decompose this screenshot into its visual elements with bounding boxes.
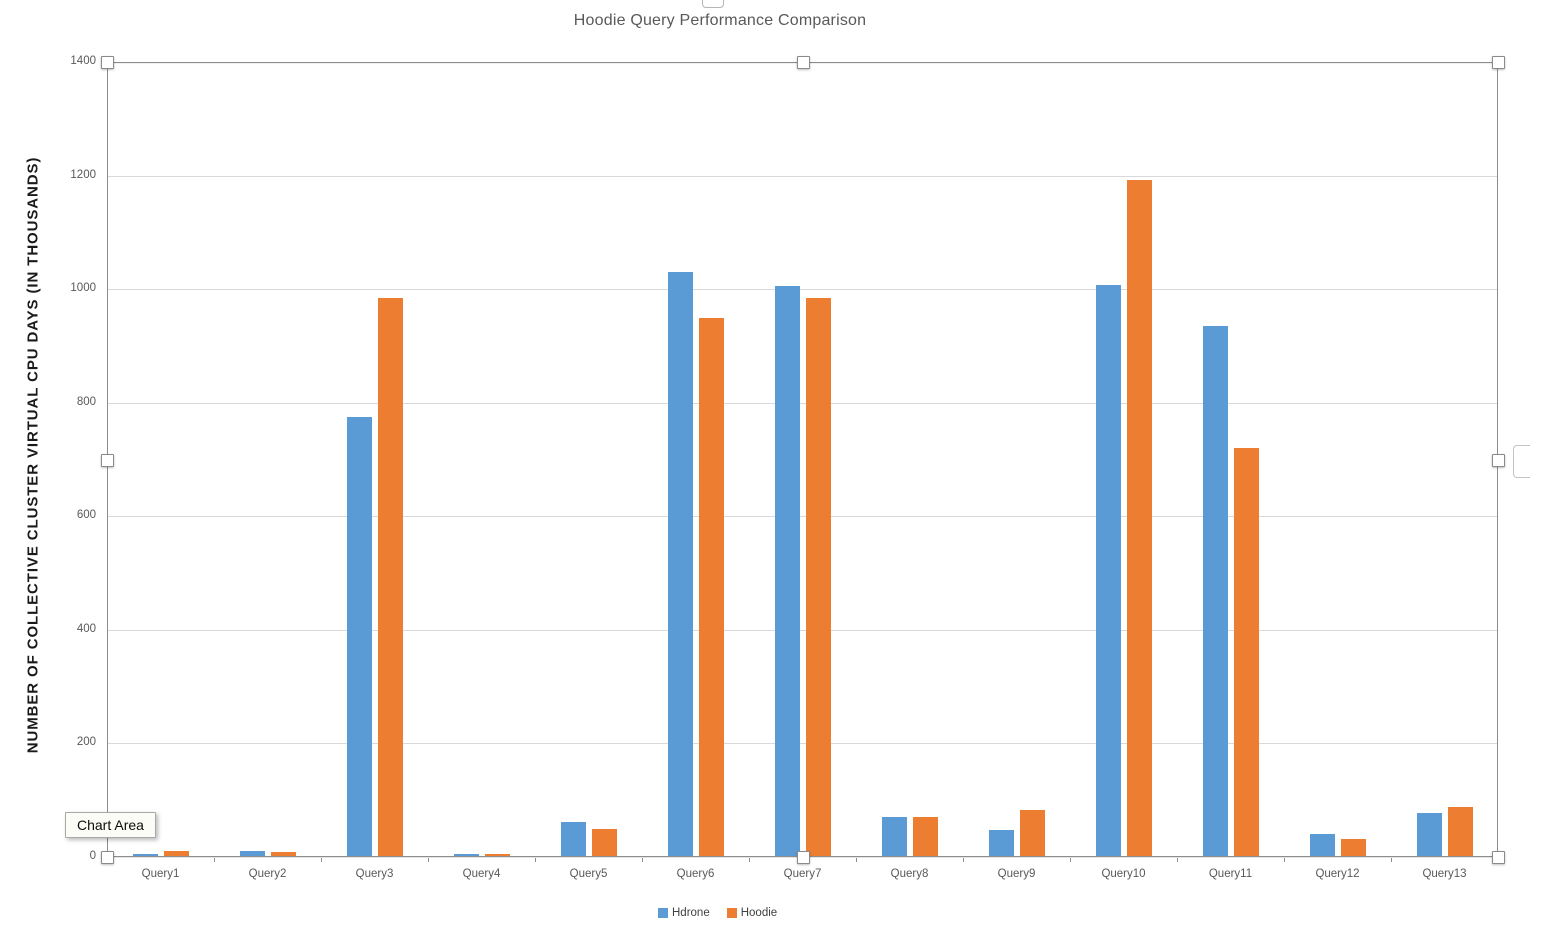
y-axis-title[interactable]: NUMBER OF COLLECTIVE CLUSTER VIRTUAL CPU… bbox=[24, 156, 42, 754]
x-axis-tick bbox=[749, 858, 750, 862]
gridline-800 bbox=[107, 402, 1498, 404]
x-tick-label-query2[interactable]: Query2 bbox=[248, 868, 287, 880]
legend-swatch-icon bbox=[658, 908, 668, 918]
bar-hdrone-query12[interactable] bbox=[1309, 834, 1335, 857]
selection-handle[interactable] bbox=[1492, 851, 1505, 864]
bar-hdrone-query10[interactable] bbox=[1095, 284, 1121, 857]
x-axis-tick bbox=[1177, 858, 1178, 862]
x-tick-label-query13[interactable]: Query13 bbox=[1422, 868, 1467, 880]
bar-hoodie-query8[interactable] bbox=[912, 816, 938, 857]
bar-hoodie-query2[interactable] bbox=[270, 851, 296, 857]
legend: Hdrone Hoodie bbox=[658, 907, 777, 919]
bar-hdrone-query11[interactable] bbox=[1202, 326, 1228, 857]
bar-hdrone-query13[interactable] bbox=[1416, 812, 1442, 857]
y-tick-label-0[interactable]: 0 bbox=[89, 850, 96, 862]
bar-hoodie-query4[interactable] bbox=[484, 854, 510, 857]
x-axis-tick bbox=[1391, 858, 1392, 862]
bar-hdrone-query7[interactable] bbox=[774, 286, 800, 857]
selection-handle[interactable] bbox=[101, 851, 114, 864]
bar-hdrone-query1[interactable] bbox=[132, 854, 158, 857]
chart-object-right-handle[interactable] bbox=[1513, 445, 1530, 478]
legend-swatch-icon bbox=[726, 908, 737, 918]
bar-hoodie-query10[interactable] bbox=[1126, 180, 1152, 857]
x-axis-tick bbox=[535, 858, 536, 862]
bar-hoodie-query6[interactable] bbox=[698, 317, 724, 857]
x-tick-label-query5[interactable]: Query5 bbox=[569, 868, 608, 880]
y-tick-label-800[interactable]: 800 bbox=[76, 395, 96, 408]
bar-hdrone-query6[interactable] bbox=[667, 272, 693, 857]
gridline-1200 bbox=[107, 175, 1498, 177]
x-axis-tick bbox=[1284, 858, 1285, 862]
x-tick-label-query9[interactable]: Query9 bbox=[997, 868, 1036, 880]
legend-label: Hdrone bbox=[672, 907, 710, 919]
gridline-600 bbox=[107, 516, 1498, 518]
chart-area-tooltip: Chart Area bbox=[65, 812, 156, 838]
bar-hdrone-query8[interactable] bbox=[881, 817, 907, 857]
bar-hoodie-query11[interactable] bbox=[1233, 448, 1259, 857]
x-tick-label-query6[interactable]: Query6 bbox=[676, 868, 715, 880]
bar-hoodie-query13[interactable] bbox=[1447, 807, 1473, 857]
x-axis-tick bbox=[963, 858, 964, 862]
selection-handle[interactable] bbox=[796, 851, 810, 864]
bar-hoodie-query9[interactable] bbox=[1019, 809, 1045, 857]
x-axis-tick bbox=[1070, 858, 1071, 862]
x-axis-tick bbox=[428, 858, 429, 862]
y-tick-label-200[interactable]: 200 bbox=[76, 736, 96, 749]
selection-handle[interactable] bbox=[1492, 56, 1505, 69]
chart-title[interactable]: Hoodie Query Performance Comparison bbox=[573, 12, 867, 29]
gridline-400 bbox=[107, 629, 1498, 631]
x-tick-label-query10[interactable]: Query10 bbox=[1101, 868, 1146, 880]
bar-hdrone-query4[interactable] bbox=[453, 854, 479, 857]
x-tick-label-query4[interactable]: Query4 bbox=[462, 868, 501, 880]
bar-hdrone-query9[interactable] bbox=[988, 830, 1014, 857]
x-tick-label-query11[interactable]: Query11 bbox=[1208, 868, 1253, 880]
bar-hdrone-query3[interactable] bbox=[346, 416, 372, 857]
x-tick-label-query7[interactable]: Query7 bbox=[783, 868, 822, 880]
selection-handle[interactable] bbox=[101, 56, 114, 69]
legend-item-hdrone[interactable]: Hdrone bbox=[658, 907, 710, 919]
bar-hoodie-query5[interactable] bbox=[591, 828, 617, 857]
selection-handle[interactable] bbox=[1492, 453, 1505, 467]
x-axis-tick bbox=[214, 858, 215, 862]
bar-hoodie-query3[interactable] bbox=[377, 297, 403, 857]
x-tick-label-query3[interactable]: Query3 bbox=[355, 868, 394, 880]
x-axis-tick bbox=[856, 858, 857, 862]
bar-hoodie-query12[interactable] bbox=[1340, 838, 1366, 857]
selection-handle[interactable] bbox=[796, 56, 810, 69]
legend-label: Hoodie bbox=[740, 907, 778, 919]
bar-hdrone-query5[interactable] bbox=[560, 821, 586, 857]
x-tick-label-query1[interactable]: Query1 bbox=[141, 868, 180, 880]
bar-hdrone-query2[interactable] bbox=[239, 851, 265, 857]
x-axis-tick bbox=[321, 858, 322, 862]
gridline-1000 bbox=[107, 289, 1498, 291]
bar-hoodie-query1[interactable] bbox=[163, 851, 189, 857]
legend-item-hoodie[interactable]: Hoodie bbox=[726, 907, 778, 919]
y-tick-label-1400[interactable]: 1400 bbox=[70, 55, 96, 67]
y-tick-label-1000[interactable]: 1000 bbox=[70, 282, 96, 295]
x-tick-label-query12[interactable]: Query12 bbox=[1315, 868, 1360, 880]
y-tick-label-400[interactable]: 400 bbox=[76, 622, 96, 635]
x-axis-tick bbox=[642, 858, 643, 862]
y-tick-label-1200[interactable]: 1200 bbox=[70, 168, 96, 181]
plot-area[interactable] bbox=[106, 62, 1499, 862]
gridline-200 bbox=[107, 743, 1498, 745]
chart-object-top-handle[interactable] bbox=[702, 0, 724, 8]
bar-hoodie-query7[interactable] bbox=[805, 297, 831, 857]
y-tick-label-600[interactable]: 600 bbox=[76, 509, 96, 522]
x-tick-label-query8[interactable]: Query8 bbox=[890, 868, 929, 880]
selection-handle[interactable] bbox=[101, 453, 114, 467]
